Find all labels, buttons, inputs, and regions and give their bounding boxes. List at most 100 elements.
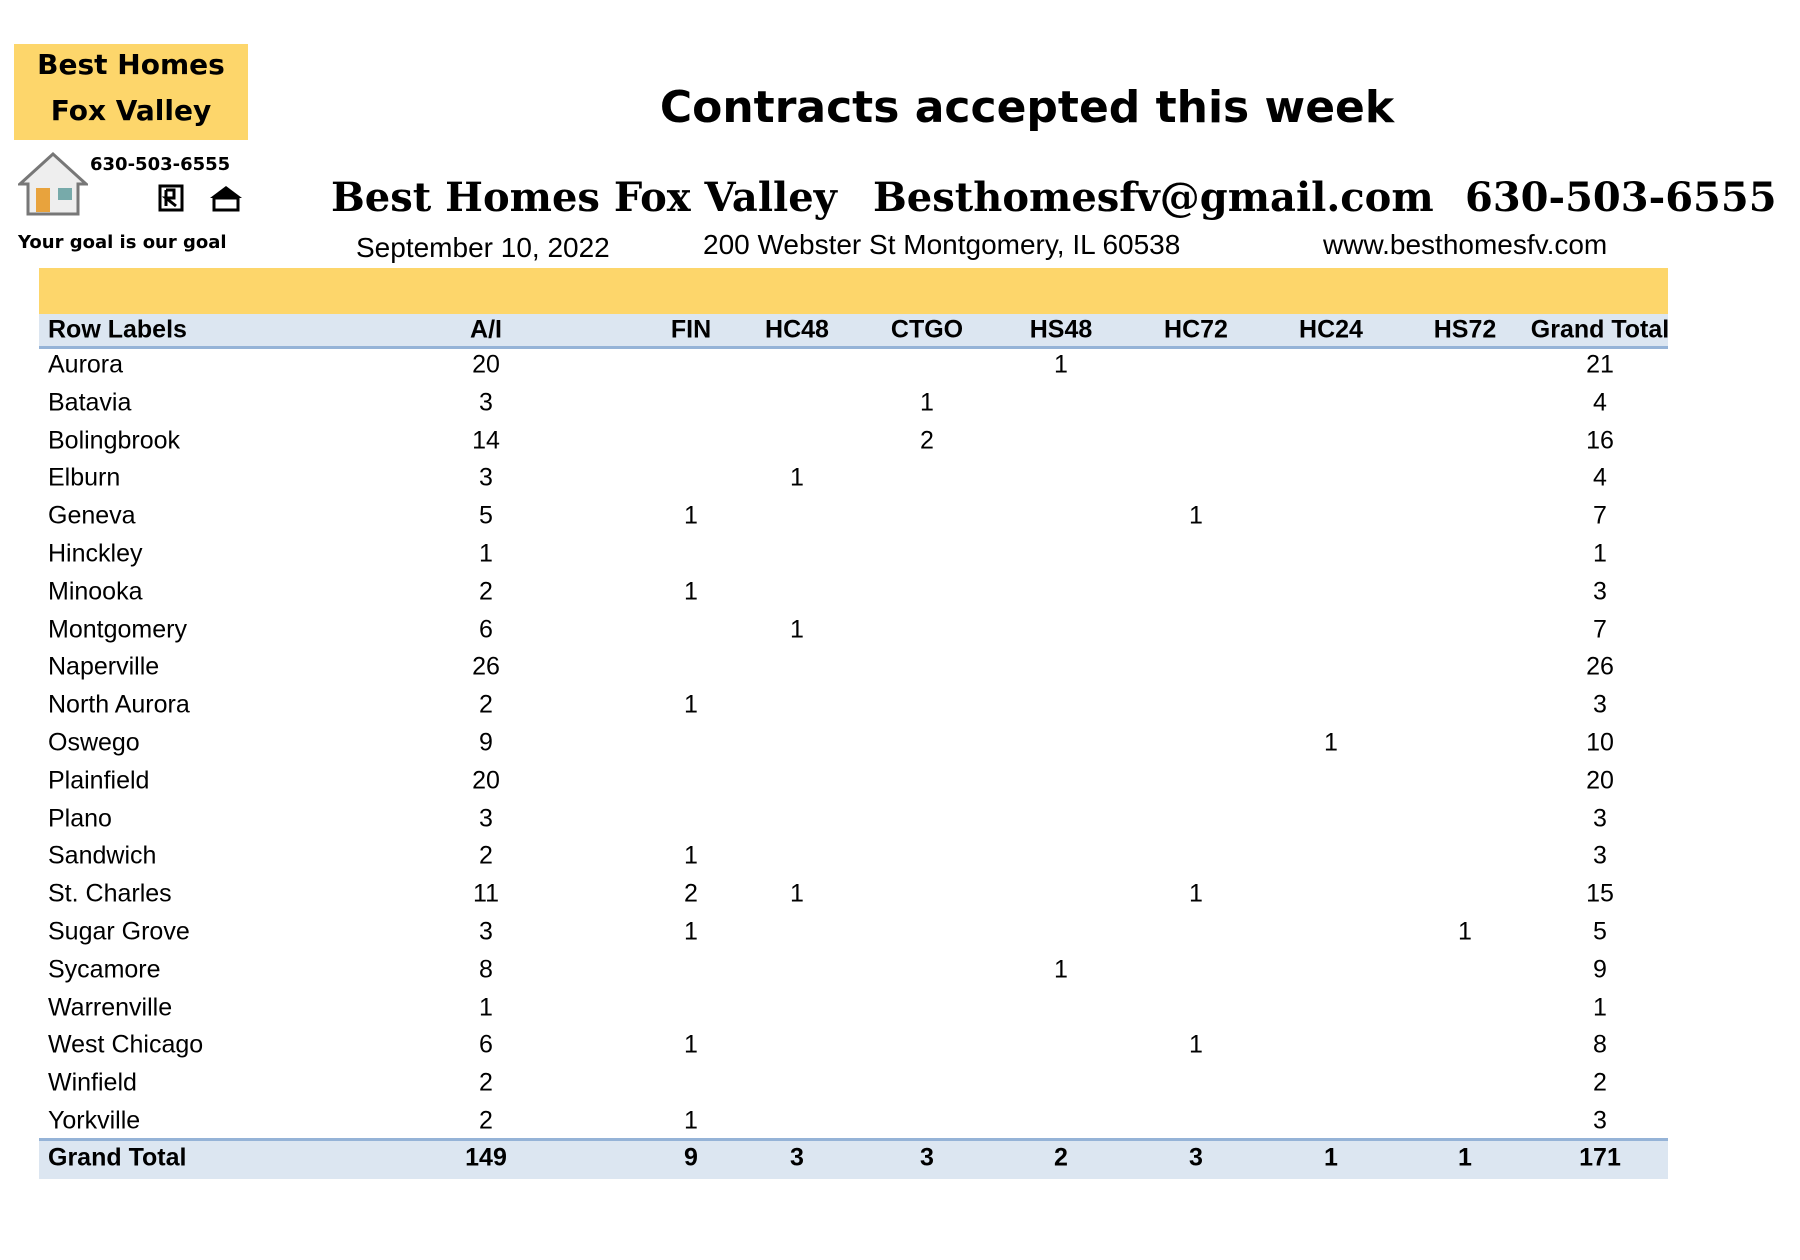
row-cell: 1 [1458, 917, 1472, 946]
row-cell: 2 [1593, 1068, 1607, 1097]
column-header: A/I [470, 315, 502, 344]
column-header: HC48 [765, 315, 829, 344]
total-cell: 1 [1324, 1143, 1338, 1172]
column-header: Grand Total [1530, 315, 1670, 344]
row-cell: 2 [479, 841, 493, 870]
column-header: Row Labels [48, 315, 187, 344]
row-cell: 8 [1593, 1030, 1607, 1059]
row-cell: 2 [479, 1068, 493, 1097]
logo-line: Fox Valley [50, 94, 212, 127]
row-cell: 21 [1586, 350, 1614, 379]
row-cell: 1 [684, 690, 698, 719]
total-cell: 3 [920, 1143, 934, 1172]
row-label: West Chicago [48, 1030, 204, 1059]
column-header: CTGO [890, 315, 964, 344]
row-cell: 1 [1593, 539, 1607, 568]
row-cell: 26 [472, 652, 500, 681]
total-cell: 3 [1189, 1143, 1203, 1172]
column-header: HS48 [1029, 315, 1093, 344]
phone: 630-503-6555 [1465, 174, 1777, 221]
logo-box [14, 44, 248, 140]
row-label: St. Charles [48, 879, 172, 908]
row-cell: 1 [790, 463, 804, 492]
row-cell: 1 [790, 879, 804, 908]
total-label: Grand Total [48, 1143, 187, 1172]
total-row [39, 1138, 1668, 1179]
row-cell: 2 [479, 577, 493, 606]
row-cell: 1 [684, 841, 698, 870]
row-cell: 3 [479, 804, 493, 833]
row-cell: 1 [684, 1030, 698, 1059]
total-cell: 171 [1579, 1143, 1621, 1172]
row-label: Yorkville [48, 1106, 141, 1135]
row-cell: 8 [479, 955, 493, 984]
row-label: Montgomery [48, 615, 187, 644]
yellow-band [39, 268, 1668, 314]
row-cell: 3 [479, 388, 493, 417]
row-label: Elburn [48, 463, 121, 492]
row-cell: 15 [1586, 879, 1614, 908]
row-cell: 5 [1593, 917, 1607, 946]
row-cell: 5 [479, 501, 493, 530]
address: 200 Webster St Montgomery, IL 60538 [703, 229, 1181, 260]
row-cell: 1 [1189, 879, 1203, 908]
row-cell: 20 [472, 766, 500, 795]
row-cell: 3 [479, 917, 493, 946]
row-cell: 1 [1054, 955, 1068, 984]
row-label: Naperville [48, 652, 160, 681]
row-cell: 6 [479, 615, 493, 644]
row-cell: 7 [1593, 615, 1607, 644]
row-label: Sycamore [48, 955, 161, 984]
row-label: Geneva [48, 501, 136, 530]
row-cell: 2 [920, 426, 934, 455]
row-label: Minooka [48, 577, 143, 606]
row-cell: 4 [1593, 388, 1607, 417]
total-cell: 3 [790, 1143, 804, 1172]
tagline: Your goal is our goal [18, 232, 227, 253]
website: www.besthomesfv.com [1323, 229, 1608, 260]
house-icon [18, 151, 88, 216]
realtor-icons [158, 184, 242, 212]
row-cell: 1 [1189, 1030, 1203, 1059]
row-label: Aurora [48, 350, 124, 379]
row-cell: 1 [1324, 728, 1338, 757]
row-cell: 1 [1593, 993, 1607, 1022]
row-cell: 1 [684, 577, 698, 606]
title: Contracts accepted this week [659, 82, 1395, 133]
logo-phone: 630-503-6555 [90, 154, 231, 175]
row-label: Plainfield [48, 766, 150, 795]
row-cell: 3 [1593, 1106, 1607, 1135]
row-cell: 1 [684, 501, 698, 530]
row-cell: 3 [1593, 841, 1607, 870]
header-row [39, 314, 1668, 349]
row-label: Oswego [48, 728, 140, 757]
total-cell: 1 [1458, 1143, 1472, 1172]
row-label: Bolingbrook [48, 426, 181, 455]
row-cell: 3 [479, 463, 493, 492]
row-cell: 10 [1586, 728, 1614, 757]
row-cell: 1 [479, 539, 493, 568]
row-cell: 20 [472, 350, 500, 379]
row-cell: 1 [790, 615, 804, 644]
row-label: Sugar Grove [48, 917, 190, 946]
column-header: HC24 [1299, 315, 1363, 344]
row-cell: 2 [479, 1106, 493, 1135]
row-label: Hinckley [48, 539, 143, 568]
row-cell: 3 [1593, 804, 1607, 833]
row-cell: 1 [1189, 501, 1203, 530]
row-cell: 20 [1586, 766, 1614, 795]
row-cell: 3 [1593, 577, 1607, 606]
logo-line: Best Homes [37, 48, 225, 81]
date: September 10, 2022 [356, 232, 610, 263]
row-label: Plano [48, 804, 112, 833]
row-cell: 1 [1054, 350, 1068, 379]
total-cell: 9 [684, 1143, 698, 1172]
row-cell: 1 [920, 388, 934, 417]
row-cell: 26 [1586, 652, 1614, 681]
row-cell: 2 [684, 879, 698, 908]
column-header: HC72 [1164, 315, 1228, 344]
row-cell: 1 [479, 993, 493, 1022]
row-cell: 14 [472, 426, 500, 455]
row-cell: 3 [1593, 690, 1607, 719]
